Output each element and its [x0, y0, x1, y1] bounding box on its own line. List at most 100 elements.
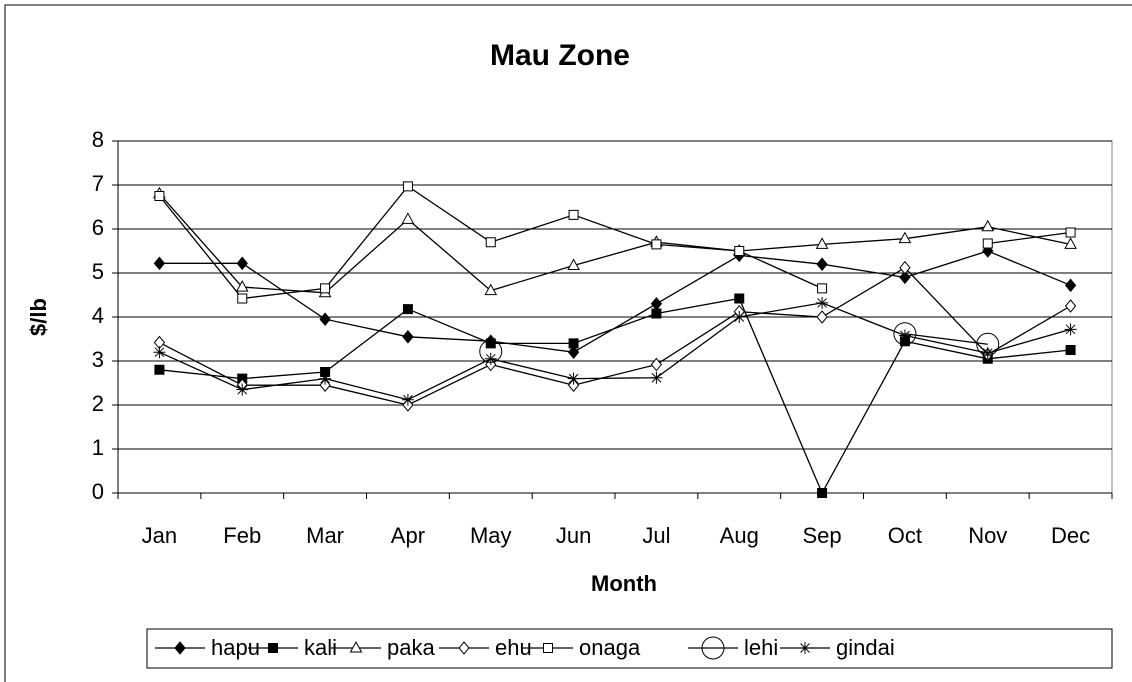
marker	[174, 641, 186, 655]
marker	[320, 367, 331, 377]
x-tick-label: Oct	[888, 523, 922, 548]
marker	[1065, 345, 1076, 355]
x-tick-label: Apr	[391, 523, 425, 548]
legend-label: onaga	[579, 635, 641, 660]
legend-label: paka	[387, 635, 435, 660]
y-tick-label: 4	[92, 303, 104, 328]
y-tick-label: 0	[92, 479, 104, 504]
marker	[816, 310, 828, 324]
marker	[817, 488, 828, 498]
legend-box	[146, 628, 1113, 669]
series-line	[159, 302, 1071, 401]
marker	[816, 257, 828, 271]
marker	[817, 283, 828, 294]
marker	[319, 378, 331, 392]
marker	[799, 642, 811, 654]
marker	[816, 296, 829, 309]
y-axis-title: $/lb	[26, 298, 51, 336]
marker	[734, 293, 745, 304]
marker	[402, 330, 414, 344]
marker	[1064, 323, 1077, 336]
marker	[701, 636, 725, 660]
marker	[236, 383, 249, 396]
marker	[237, 293, 248, 304]
marker	[543, 643, 553, 653]
marker	[320, 283, 331, 294]
marker	[236, 256, 248, 271]
marker	[898, 231, 912, 244]
marker	[401, 393, 414, 406]
marker	[568, 338, 579, 349]
x-tick-label: Sep	[803, 523, 842, 548]
legend-label: ehu	[495, 635, 532, 660]
legend-label: hapu	[211, 635, 260, 660]
marker	[899, 270, 911, 285]
marker	[567, 378, 580, 392]
x-tick-label: Jul	[642, 523, 670, 548]
marker	[567, 372, 580, 385]
marker	[651, 239, 662, 250]
y-tick-label: 7	[92, 171, 104, 196]
marker	[484, 283, 498, 296]
marker	[458, 641, 470, 655]
marker	[981, 347, 994, 360]
y-tick-label: 5	[92, 259, 104, 284]
marker	[154, 364, 165, 375]
marker	[349, 640, 363, 653]
marker	[981, 219, 995, 232]
marker	[568, 209, 579, 220]
marker	[319, 312, 331, 326]
marker	[319, 372, 332, 385]
x-tick-label: Nov	[968, 523, 1007, 548]
legend-label: kali	[304, 635, 337, 660]
marker	[1065, 227, 1076, 238]
y-tick-label: 2	[92, 391, 104, 416]
marker	[898, 329, 911, 342]
marker	[650, 371, 663, 384]
marker	[734, 246, 745, 256]
y-tick-label: 3	[92, 347, 104, 372]
series-line	[159, 297, 1071, 495]
marker	[402, 304, 413, 315]
y-tick-label: 1	[92, 435, 104, 460]
marker	[650, 357, 663, 372]
marker	[567, 258, 580, 271]
legend-label: lehi	[744, 635, 778, 660]
y-tick-label: 8	[92, 127, 104, 152]
series-line	[159, 266, 1071, 406]
marker	[401, 212, 415, 224]
x-tick-label: Mar	[306, 523, 344, 548]
marker	[1064, 299, 1077, 313]
marker	[485, 338, 496, 349]
marker	[479, 339, 503, 363]
x-tick-label: Aug	[720, 523, 759, 548]
marker	[893, 322, 917, 346]
x-tick-label: Dec	[1051, 523, 1090, 548]
marker	[733, 311, 746, 323]
marker	[153, 346, 166, 359]
marker	[153, 256, 166, 271]
marker	[976, 332, 1000, 356]
x-axis-title: Month	[591, 571, 657, 596]
x-tick-label: May	[470, 523, 512, 548]
marker	[815, 237, 829, 249]
marker	[651, 308, 662, 319]
marker	[402, 181, 413, 192]
x-tick-label: Jan	[142, 523, 177, 548]
marker	[1064, 237, 1077, 249]
x-tick-label: Jun	[556, 523, 591, 548]
y-tick-label: 6	[92, 215, 104, 240]
series-line	[904, 333, 988, 345]
marker	[484, 352, 497, 365]
marker	[235, 280, 249, 292]
x-tick-label: Feb	[223, 523, 261, 548]
legend-label: gindai	[836, 635, 895, 660]
marker	[567, 345, 580, 359]
marker	[485, 237, 496, 248]
marker	[899, 260, 911, 275]
marker	[154, 191, 165, 201]
marker	[268, 643, 278, 653]
marker	[1064, 278, 1077, 293]
chart-title: Mau Zone	[490, 39, 630, 72]
